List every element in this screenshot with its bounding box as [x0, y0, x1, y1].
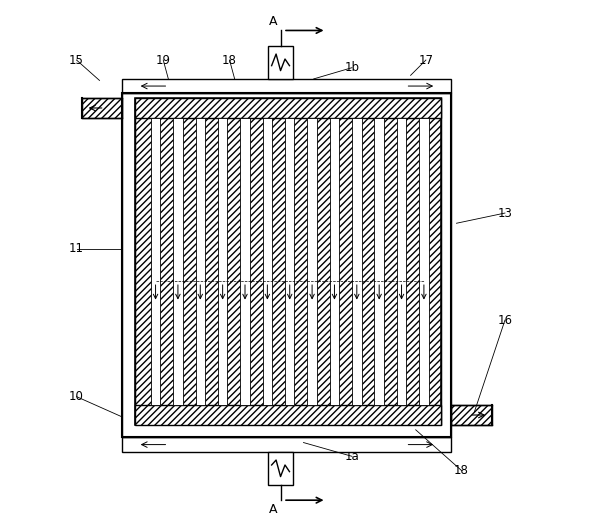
Text: 13: 13: [498, 207, 512, 220]
Bar: [123, 93, 452, 438]
Bar: [397, 118, 406, 405]
Bar: [123, 79, 452, 93]
Bar: [307, 118, 317, 405]
Bar: [352, 118, 362, 405]
Text: 16: 16: [498, 313, 512, 326]
Text: 17: 17: [418, 53, 433, 66]
Bar: [375, 118, 384, 405]
FancyBboxPatch shape: [135, 98, 441, 425]
Bar: [240, 118, 249, 405]
Bar: [218, 118, 228, 405]
Bar: [173, 118, 183, 405]
Text: 15: 15: [69, 53, 84, 66]
Bar: [263, 118, 272, 405]
Bar: [135, 98, 441, 118]
Bar: [419, 118, 429, 405]
Text: 11: 11: [69, 242, 84, 255]
Text: 18: 18: [222, 53, 237, 66]
Text: 19: 19: [156, 53, 171, 66]
Text: A: A: [269, 15, 277, 28]
Text: 1a: 1a: [345, 450, 359, 463]
Text: 18: 18: [454, 464, 469, 477]
Bar: [123, 438, 452, 452]
Bar: [452, 405, 492, 425]
Text: 1b: 1b: [344, 61, 359, 74]
Bar: [330, 118, 339, 405]
Bar: [195, 118, 205, 405]
Text: 10: 10: [69, 390, 84, 403]
Bar: [82, 98, 123, 118]
Text: A: A: [269, 503, 277, 516]
Bar: [268, 46, 293, 79]
Bar: [151, 118, 160, 405]
Bar: [123, 93, 452, 438]
Bar: [285, 118, 294, 405]
Bar: [135, 405, 441, 425]
Bar: [268, 452, 293, 485]
